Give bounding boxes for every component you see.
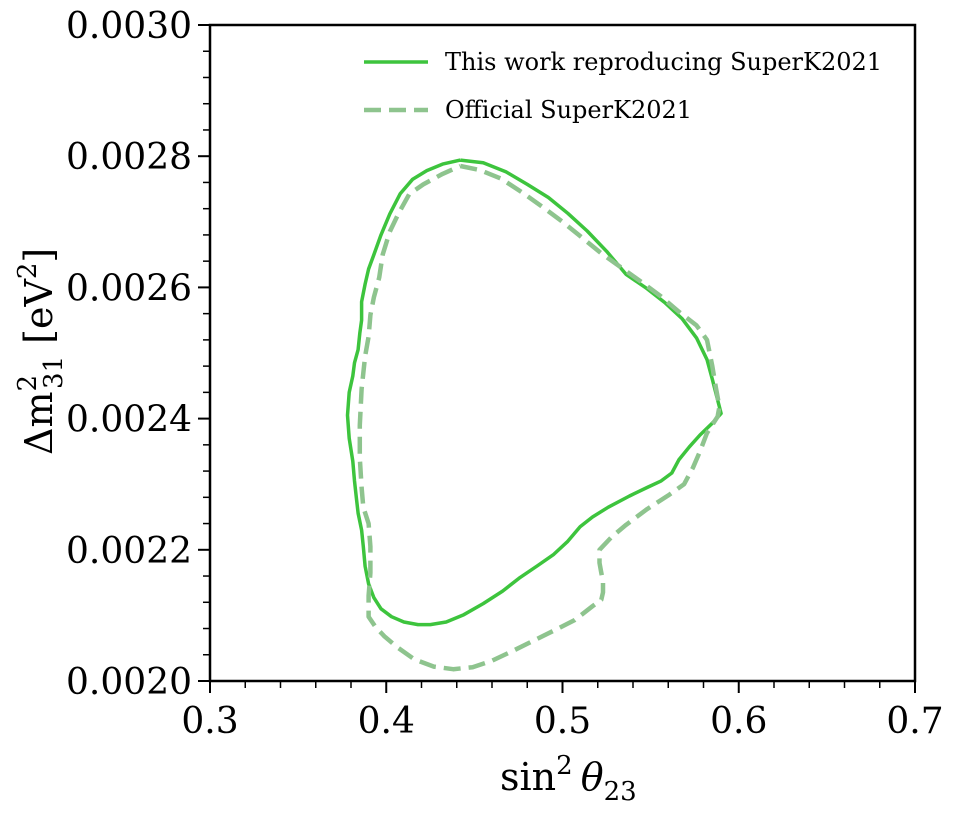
x-tick-label: 0.4	[358, 701, 415, 742]
y-axis-label: Δm231[eV2]	[13, 248, 69, 455]
legend-label-1: This work reproducing SuperK2021	[445, 48, 882, 76]
series-line-2	[357, 163, 722, 672]
y-tick-label: 0.0022	[66, 531, 192, 572]
y-tick-label: 0.0024	[66, 400, 192, 441]
plot-area: 0.3 0.4 0.5 0.6 0.7 0.0020 0.0022 0.0024 0.0026 0…	[66, 6, 944, 742]
series-line-1	[345, 158, 723, 627]
series-layer	[345, 158, 723, 672]
x-tick-label: 0.6	[710, 701, 767, 742]
legend-label-2: Official SuperK2021	[445, 96, 692, 124]
x-axis-label: sin2 θ23	[500, 751, 637, 807]
x-tick-label: 0.3	[181, 701, 238, 742]
y-tick-label: 0.0028	[66, 137, 192, 178]
y-tick-label: 0.0026	[66, 268, 192, 309]
y-tick-label: 0.0020	[66, 662, 192, 703]
ticks-layer: 0.3 0.4 0.5 0.6 0.7 0.0020 0.0022 0.0024 0.0026 0…	[66, 6, 944, 742]
legend: This work reproducing SuperK2021 Official…	[364, 48, 882, 124]
y-tick-label: 0.0030	[66, 6, 192, 47]
x-tick-label: 0.5	[534, 701, 591, 742]
x-tick-label: 0.7	[886, 701, 943, 742]
